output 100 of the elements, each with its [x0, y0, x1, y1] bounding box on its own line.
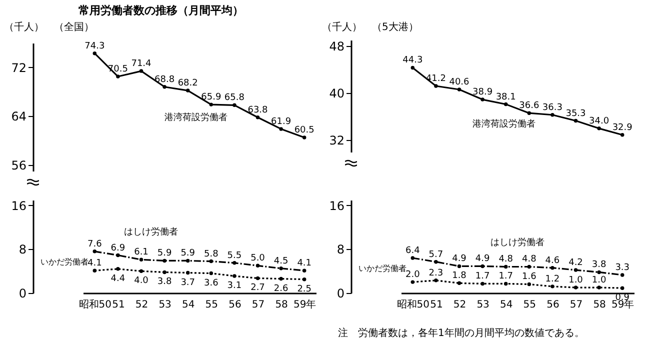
y-tick-label: 8	[18, 242, 26, 257]
data-label: 4.1	[87, 258, 102, 269]
point	[116, 74, 120, 78]
point	[550, 284, 554, 288]
point	[92, 250, 97, 254]
data-label: 1.2	[545, 274, 560, 284]
point	[116, 253, 120, 258]
point	[457, 264, 462, 268]
series-label: 港湾荷設労働者	[164, 112, 228, 123]
data-label: 2.3	[428, 268, 444, 278]
data-label: 1.0	[592, 276, 606, 286]
point	[527, 282, 532, 286]
chart-title: 常用労働者数の推移（月間平均）	[78, 3, 244, 18]
point	[434, 260, 438, 264]
data-label: 61.9	[271, 116, 292, 127]
point	[550, 112, 554, 117]
x-tick-label: 58	[593, 300, 606, 310]
point	[410, 66, 415, 70]
point	[620, 286, 624, 290]
data-label: 5.9	[180, 248, 196, 259]
data-label: 1.0	[568, 276, 584, 286]
point	[162, 85, 166, 89]
point	[279, 276, 283, 281]
series-label: はしけ労働者	[490, 237, 545, 248]
point	[504, 264, 508, 269]
point	[550, 266, 554, 270]
data-label: 4.9	[475, 254, 490, 264]
data-label: 68.2	[178, 78, 198, 89]
data-label: 4.4	[110, 274, 126, 284]
series-label: いかだ労働者	[358, 264, 407, 274]
point	[504, 282, 508, 286]
x-tick-label: 59年	[293, 298, 316, 310]
point	[457, 281, 462, 286]
data-label: 71.4	[131, 59, 152, 70]
y-tick-label: 40	[329, 86, 344, 101]
x-tick-label: 55	[205, 300, 218, 310]
y-tick-label: 0	[18, 286, 26, 300]
point	[92, 268, 97, 272]
y-tick-label: 72	[11, 60, 26, 75]
data-label: 3.8	[592, 260, 606, 270]
data-label: 4.1	[297, 258, 312, 269]
x-tick-label: 57	[570, 300, 583, 310]
point	[162, 258, 166, 263]
x-tick-label: 昭和50	[396, 298, 430, 310]
data-label: 40.6	[449, 78, 470, 88]
point	[209, 102, 214, 106]
point	[279, 127, 283, 131]
point	[209, 271, 214, 276]
data-label: 60.5	[294, 125, 314, 136]
chart-subtitle: （5大港）	[372, 20, 418, 34]
point	[527, 264, 532, 269]
data-label: 4.8	[498, 254, 514, 265]
data-label: 2.0	[405, 270, 420, 280]
y-tick-label: 16	[11, 198, 26, 213]
y-axis-title: （千人）	[322, 20, 362, 34]
x-tick-label: 54	[182, 300, 195, 310]
data-label: 74.3	[84, 41, 105, 52]
data-label: 3.8	[157, 277, 172, 288]
data-label: 65.8	[224, 93, 245, 104]
data-label: 68.8	[154, 74, 175, 85]
point	[574, 286, 578, 290]
point	[434, 84, 438, 88]
point	[434, 278, 438, 282]
point	[302, 268, 306, 272]
y-tick-label: 32	[329, 134, 344, 148]
point	[597, 270, 601, 274]
text: 注 労働者数は，各年1年間の月間平均の数値である。	[338, 326, 584, 340]
data-label: 32.9	[612, 122, 633, 133]
data-label: 38.9	[472, 88, 493, 98]
data-label: 1.7	[498, 272, 514, 282]
point	[92, 51, 97, 56]
series-label: いかだ労働者	[40, 258, 89, 267]
data-label: 4.9	[452, 254, 467, 264]
data-label: 6.9	[110, 243, 126, 254]
data-label: 34.0	[589, 116, 610, 126]
x-tick-label: 54	[500, 300, 513, 310]
data-label: 3.3	[615, 262, 630, 273]
x-tick-label: 53	[158, 300, 172, 310]
data-label: 38.1	[496, 92, 516, 102]
point	[232, 103, 236, 108]
data-label: 65.9	[201, 92, 222, 103]
point	[186, 270, 190, 275]
x-tick-label: 56	[546, 300, 560, 310]
point	[139, 69, 144, 73]
x-tick-label: 55	[523, 300, 536, 310]
data-label: 5.0	[250, 254, 266, 264]
point	[302, 277, 306, 282]
data-label: 2.7	[250, 283, 265, 294]
data-label: 4.5	[274, 256, 288, 266]
data-label: 4.2	[568, 258, 583, 268]
data-label: 1.8	[452, 271, 467, 282]
data-label: 1.7	[475, 272, 490, 282]
data-label: 36.3	[542, 102, 562, 113]
point	[574, 268, 578, 272]
x-tick-label: 昭和50	[78, 298, 112, 310]
point	[186, 258, 190, 263]
x-tick-label: 58	[275, 300, 288, 310]
data-label: 5.5	[227, 250, 242, 261]
point	[139, 258, 144, 262]
x-tick-label: 57	[252, 300, 265, 310]
